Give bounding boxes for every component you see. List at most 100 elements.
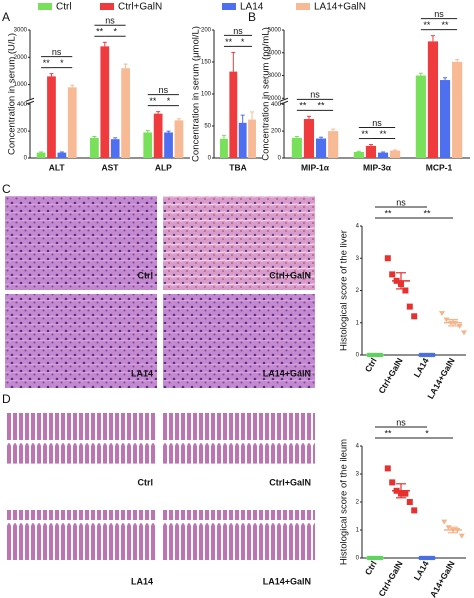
bar: [47, 76, 56, 158]
bar: [303, 119, 315, 158]
y-tick-label: 3: [356, 472, 360, 478]
histology-label: Ctrl+GalN: [269, 270, 311, 280]
sig-label: *: [425, 428, 429, 438]
data-point: [389, 479, 396, 486]
y-tick-label: 2: [356, 288, 360, 294]
data-point: [411, 507, 418, 514]
y-tick-label: 2000: [14, 55, 28, 61]
sig-label: **: [149, 96, 157, 106]
y-tick-label: 0: [278, 156, 282, 162]
axis-break: [25, 97, 35, 102]
sig-label: **: [423, 20, 431, 30]
legend-swatch: [100, 3, 114, 10]
bar: [143, 132, 153, 158]
y-tick-label: 150: [201, 60, 212, 66]
bar: [439, 80, 451, 158]
y-tick-label: 400: [271, 102, 282, 108]
sig-label: ns: [396, 197, 406, 207]
y-tick-label: 3: [356, 256, 360, 262]
data-point: [456, 323, 463, 329]
bar: [291, 137, 302, 158]
y-tick-label: 4: [356, 444, 360, 450]
histology-label: LA14: [131, 368, 153, 378]
axis-break: [279, 100, 289, 105]
x-tick-label: Ctrl+GalN: [376, 356, 404, 395]
sig-label: **: [43, 58, 51, 68]
sig-label: **: [384, 428, 392, 438]
bar: [427, 41, 439, 158]
sig-label: ns: [372, 118, 382, 128]
y-axis-label: Histological score of the ileum: [339, 439, 350, 565]
x-tick-label: Ctrl: [363, 356, 379, 374]
axis-break: [25, 100, 35, 105]
y-axis-label: Histological score of the liver: [339, 230, 350, 351]
data-point: [441, 519, 448, 525]
bar: [248, 119, 256, 158]
bar: [238, 122, 247, 158]
y-tick-label: 0: [24, 156, 28, 162]
bar: [390, 150, 401, 158]
sig-label: **: [442, 20, 450, 30]
y-tick-label: 1: [356, 528, 360, 534]
sig-label: ns: [233, 26, 243, 36]
y-tick-label: 5000: [268, 28, 282, 34]
y-tick-label: 200: [17, 129, 28, 135]
histology-label: LA14+GalN: [263, 576, 311, 586]
bar: [415, 75, 426, 158]
y-tick-label: 200: [201, 28, 212, 34]
x-tick-label: LA14: [412, 559, 431, 582]
histology-panels: Ctrl Ctrl+GalN LA14 LA14+GalN Ctrl Ctrl+GalN L…: [5, 196, 315, 596]
bar: [328, 131, 339, 158]
sig-label: *: [167, 96, 171, 106]
sig-label: **: [225, 37, 233, 47]
y-axis-label: Concentration in serum (pg/mL): [261, 27, 272, 161]
sig-label: ns: [396, 417, 406, 427]
axis-break-gap: [27, 99, 33, 104]
bar: [36, 152, 46, 158]
y-tick-label: 200: [271, 129, 282, 135]
sig-label: *: [113, 27, 117, 37]
bar: [377, 152, 389, 158]
x-tick-label: TBA: [229, 162, 246, 172]
x-tick-label: ALP: [155, 162, 172, 172]
sig-label: *: [60, 58, 64, 68]
histology-label: Ctrl: [138, 477, 154, 487]
histology-image: [163, 294, 315, 388]
x-tick-label: MCP-1: [426, 162, 453, 172]
sig-label: ns: [434, 9, 444, 19]
axis-break-gap: [281, 99, 287, 104]
x-tick-label: Ctrl+GalN: [376, 559, 404, 598]
data-point: [406, 499, 413, 505]
legend-swatch: [296, 3, 310, 10]
bar: [57, 152, 67, 158]
bar: [365, 145, 377, 158]
data-point: [402, 490, 409, 497]
sig-label: ns: [105, 16, 115, 26]
y-tick-label: 3000: [268, 73, 282, 79]
sig-label: **: [361, 129, 369, 139]
x-tick-label: Ctrl: [363, 559, 379, 577]
tissue-band: [163, 510, 315, 562]
panel-label: B: [248, 10, 256, 24]
x-tick-label: MIP-3α: [363, 162, 392, 172]
x-tick-label: ALT: [49, 162, 66, 172]
sig-label: **: [318, 101, 326, 111]
data-point: [443, 317, 450, 323]
y-tick-label: 1000: [14, 82, 28, 88]
y-tick-label: 0: [356, 353, 360, 359]
bar: [110, 139, 120, 158]
bar: [220, 138, 228, 158]
axis-break: [279, 97, 289, 102]
data-point: [384, 255, 391, 262]
bar: [121, 68, 130, 158]
x-tick-label: AST: [102, 162, 120, 172]
bar: [67, 87, 77, 158]
data-point: [389, 271, 396, 278]
y-tick-label: 100: [201, 92, 212, 98]
sig-label: ns: [52, 47, 62, 57]
sig-label: **: [384, 208, 392, 218]
data-point: [384, 465, 391, 472]
sig-label: **: [299, 101, 307, 111]
panel-label: A: [2, 10, 10, 24]
bar: [229, 71, 238, 158]
